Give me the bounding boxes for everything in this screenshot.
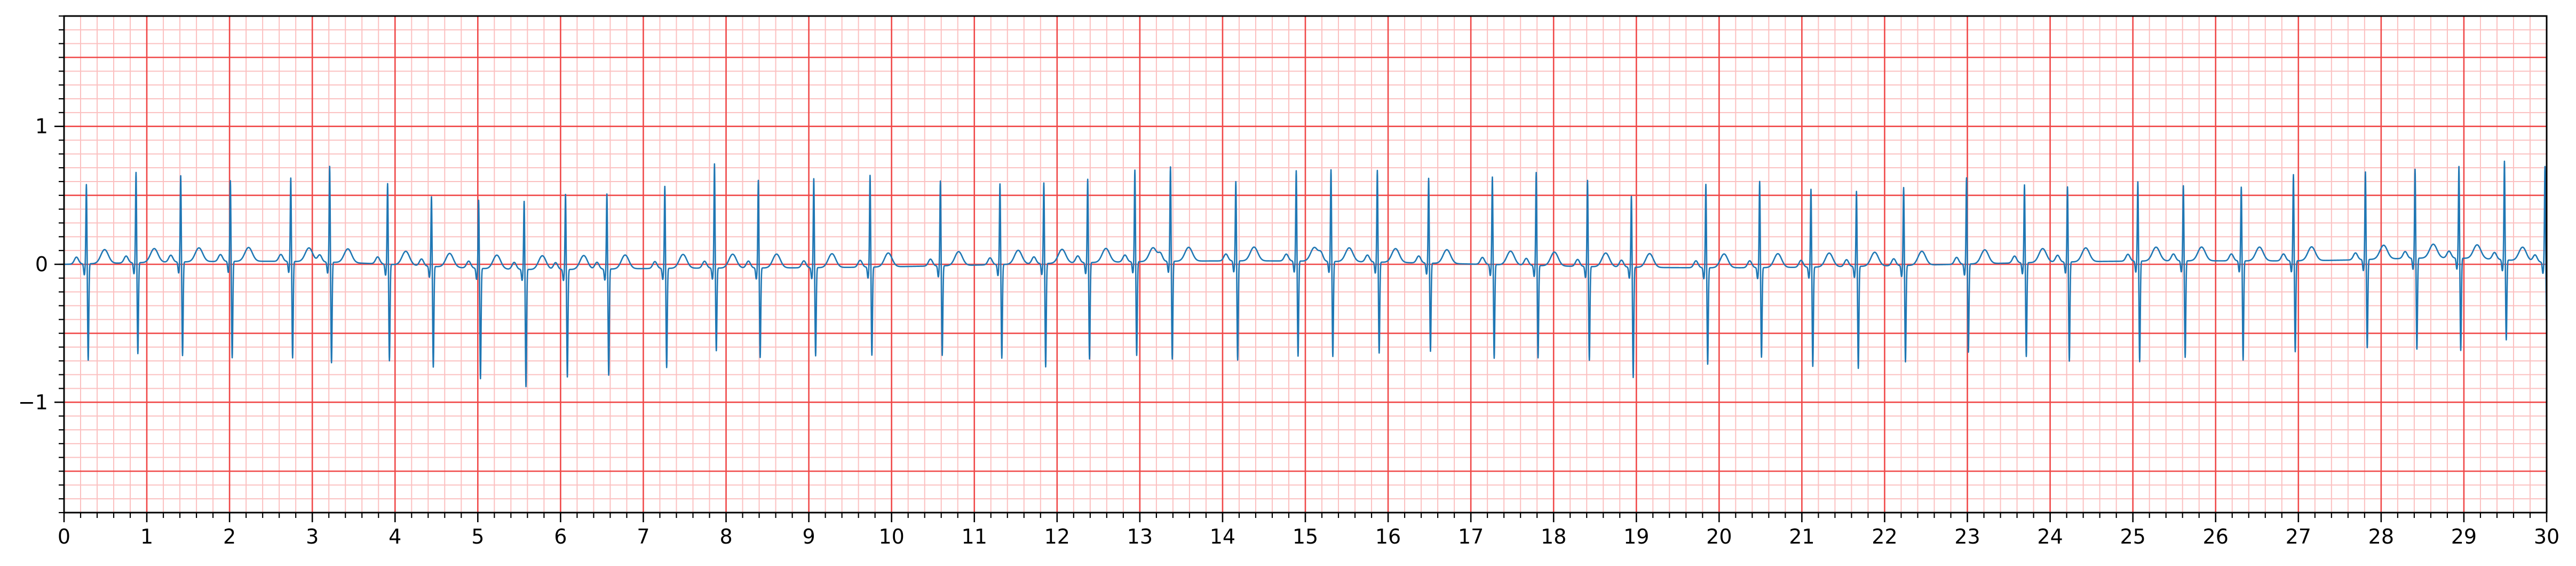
x-tick-label: 11: [962, 525, 987, 548]
x-tick-label: 29: [2451, 525, 2477, 548]
x-tick-label: 15: [1293, 525, 1318, 548]
ecg-trace-layer: [64, 160, 2548, 388]
x-tick-label: 28: [2368, 525, 2394, 548]
x-tick-label: 22: [1872, 525, 1897, 548]
x-tick-label: 6: [554, 525, 567, 548]
x-tick-label: 20: [1706, 525, 1732, 548]
x-tick-label: 16: [1375, 525, 1401, 548]
ecg-trace-line: [64, 160, 2548, 388]
y-tick-label: −1: [18, 390, 48, 414]
x-tick-label: 17: [1458, 525, 1484, 548]
x-tick-label: 4: [389, 525, 401, 548]
x-tick-label: 25: [2120, 525, 2145, 548]
major-grid: [63, 16, 2548, 513]
y-tick-label: 1: [35, 115, 48, 138]
x-tick-label: 30: [2534, 525, 2559, 548]
x-tick-label: 27: [2286, 525, 2311, 548]
x-tick-label: 14: [1210, 525, 1235, 548]
x-axis-ticks: 0 1 2 3 4 5 6 7 8 9 10 11 12 13 14 15 16 17 18 19 20 21 22 23 24…: [58, 513, 2559, 548]
x-tick-label: 3: [306, 525, 319, 548]
y-axis-ticks: 1 0 −1: [18, 15, 64, 514]
x-tick-label: 13: [1127, 525, 1153, 548]
x-tick-label: 26: [2203, 525, 2229, 548]
x-tick-label: 0: [58, 525, 70, 548]
x-tick-label: 2: [223, 525, 236, 548]
x-tick-label: 10: [878, 525, 904, 548]
x-tick-label: 9: [803, 525, 815, 548]
x-tick-label: 7: [637, 525, 649, 548]
x-tick-label: 21: [1789, 525, 1814, 548]
x-tick-label: 1: [140, 525, 153, 548]
y-tick-label: 0: [35, 253, 48, 276]
x-tick-label: 24: [2037, 525, 2063, 548]
x-tick-label: 12: [1044, 525, 1070, 548]
x-tick-label: 8: [719, 525, 732, 548]
x-tick-label: 5: [471, 525, 484, 548]
x-tick-label: 18: [1541, 525, 1566, 548]
x-tick-label: 19: [1623, 525, 1649, 548]
x-tick-label: 23: [1954, 525, 1980, 548]
